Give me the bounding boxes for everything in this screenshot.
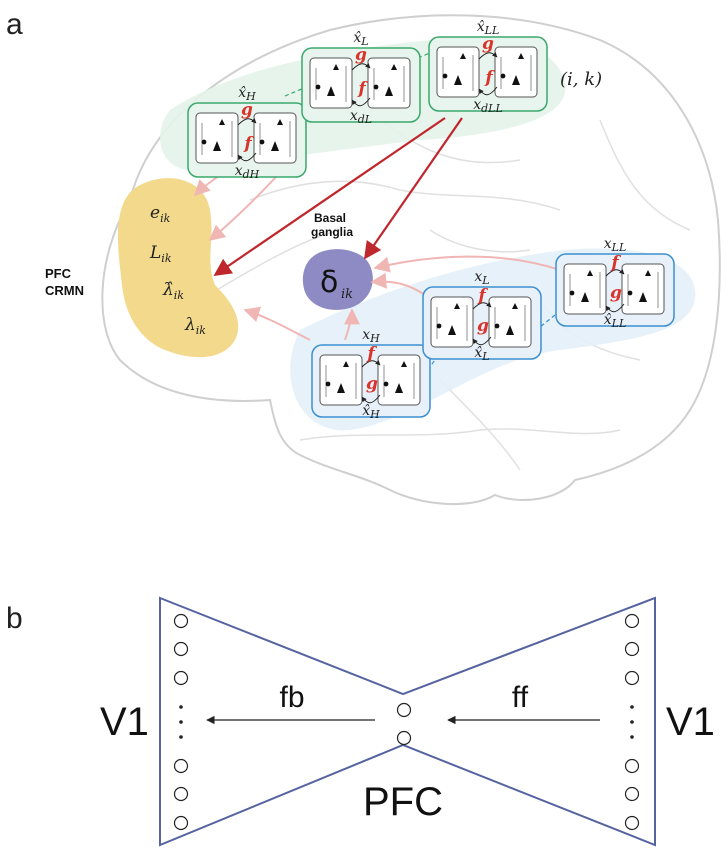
bottom-module-hat-label: x̂LL (604, 312, 627, 330)
top-module-hat-label: x̂H (238, 85, 256, 103)
panel-b-letter: b (6, 602, 23, 635)
bottom-module-top-label: xH (362, 327, 380, 345)
top-module-g-fn: g (355, 45, 367, 65)
neuron-circle (624, 758, 640, 774)
top-module-f-fn: f (357, 79, 368, 99)
panel-a-letter: a (6, 8, 23, 41)
bottom-module-f-fn: f (366, 344, 377, 364)
neuron-box (377, 354, 421, 406)
neuron-circle (624, 613, 640, 629)
pfc-title-line2: CRMN (45, 283, 84, 298)
neuron-circle (173, 786, 189, 802)
bottom-module-hat-label: x̂L (474, 345, 489, 363)
right-ellipsis (630, 705, 634, 739)
left-ellipsis (179, 705, 183, 739)
top-module-bottom-label: xdLL (473, 97, 503, 115)
neuron-box (319, 354, 363, 406)
neuron-circle (396, 702, 412, 718)
neuron-box (436, 46, 480, 98)
center-neurons (396, 702, 412, 746)
bottom-module-top-label: xL (474, 269, 489, 287)
neuron-box (563, 263, 607, 315)
pfc-blob (117, 178, 239, 358)
basal-ganglia-sub: ik (341, 287, 353, 302)
top-module-bottom-label: xdL (350, 108, 372, 126)
neuron-circle (624, 670, 640, 686)
bottom-module-g-fn: g (477, 316, 489, 336)
basal-ganglia-blob (302, 249, 373, 310)
neuron-circle (624, 641, 640, 657)
neuron-circle (624, 815, 640, 831)
neuron-box (195, 112, 239, 164)
bowtie-outline (159, 596, 656, 847)
neuron-circle (173, 613, 189, 629)
neuron-box (309, 57, 353, 109)
neuron-box (488, 296, 532, 348)
pfc-var-e: eik (150, 203, 171, 225)
neuron-circle (396, 730, 412, 746)
bottom-module-g-fn: g (366, 374, 378, 394)
top-module-f-fn: f (484, 68, 495, 88)
neuron-box (253, 112, 297, 164)
strong-arrows (213, 117, 463, 276)
top-module-H: x̂Hgf xdH (187, 85, 307, 181)
neuron-circle (173, 670, 189, 686)
left-v1-label: V1 (100, 700, 149, 744)
pfc-var-lambda-hat: λ̂ik (162, 280, 184, 302)
bottom-module-hat-label: x̂H (362, 403, 380, 421)
basal-ganglia-line2: ganglia (311, 225, 353, 239)
pfc-variables: eik Lik λ̂ik λik (149, 203, 206, 337)
neuron-box (430, 296, 474, 348)
fb-label: fb (279, 681, 304, 714)
neuron-box (494, 46, 538, 98)
index-label: (i, k) (560, 69, 602, 90)
right-v1-label: V1 (666, 700, 715, 744)
ff-label: ff (512, 681, 529, 714)
bottom-module-f-fn: f (610, 253, 621, 273)
neuron-circle (173, 815, 189, 831)
bottom-module-g-fn: g (610, 283, 622, 303)
top-module-f-fn: f (243, 134, 254, 154)
center-pfc-label: PFC (363, 780, 443, 824)
basal-ganglia-line1: Basal (314, 211, 346, 225)
top-module-hat-label: x̂LL (477, 19, 500, 37)
right-neuron-column (624, 613, 640, 831)
left-neuron-column (173, 613, 189, 831)
pfc-var-L: Lik (149, 243, 172, 265)
top-module-bottom-label: xdH (235, 163, 260, 181)
top-module-g-fn: g (241, 100, 253, 120)
neuron-box (367, 57, 411, 109)
bottom-module-top-label: xLL (604, 236, 627, 254)
neuron-circle (173, 641, 189, 657)
pfc-var-lambda: λik (184, 315, 206, 337)
neuron-circle (173, 758, 189, 774)
pfc-title-line1: PFC (45, 266, 72, 281)
bottom-module-f-fn: f (477, 286, 488, 306)
neuron-box (621, 263, 665, 315)
basal-ganglia-symbol: δ (320, 265, 338, 300)
top-module-hat-label: x̂L (353, 30, 368, 48)
top-module-L: x̂Lgf xdL (301, 30, 421, 126)
neuron-circle (624, 786, 640, 802)
top-module-g-fn: g (482, 34, 494, 54)
